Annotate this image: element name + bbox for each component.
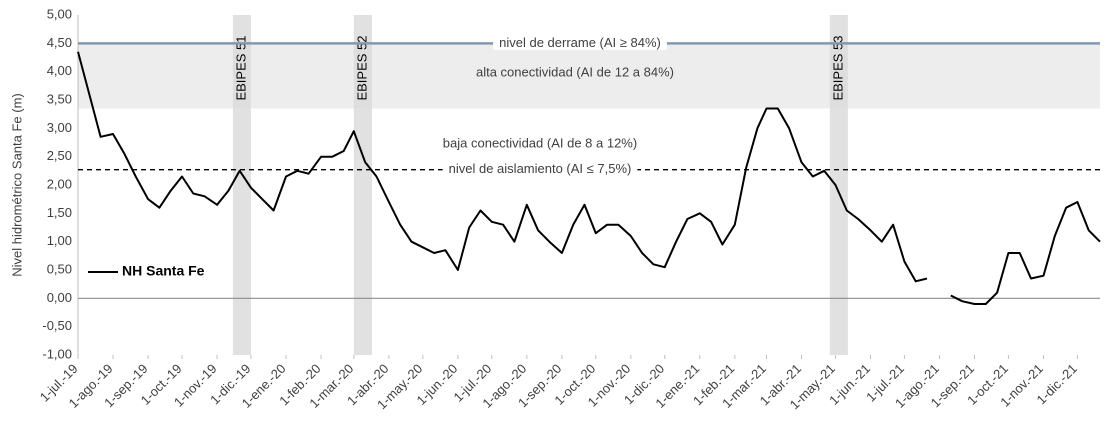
period-label: EBIPES 53 xyxy=(830,35,845,100)
y-axis-label: Nivel hidrométrico Santa Fe (m) xyxy=(9,93,24,277)
y-tick-label: 4,50 xyxy=(47,35,72,50)
y-tick-label: 2,00 xyxy=(47,176,72,191)
y-tick-label: 2,50 xyxy=(47,148,72,163)
label-background xyxy=(442,161,638,177)
y-tick-label: 5,00 xyxy=(47,6,72,21)
y-tick-label: -1,00 xyxy=(42,346,72,361)
y-tick-label: 1,50 xyxy=(47,205,72,220)
reference-label: nivel de derrame (AI ≥ 84%) xyxy=(499,35,661,50)
period-label: EBIPES 51 xyxy=(233,35,248,100)
period-band xyxy=(829,15,848,355)
band-label: alta conectividad (AI de 12 a 84%) xyxy=(476,64,674,79)
annotation: baja conectividad (AI de 8 a 12%) xyxy=(443,136,637,151)
y-tick-label: 0,00 xyxy=(47,290,72,305)
reference-label: nivel de aislamiento (AI ≤ 7,5%) xyxy=(449,161,632,176)
y-tick-label: 3,50 xyxy=(47,91,72,106)
label-background xyxy=(493,34,667,50)
period-band xyxy=(232,15,251,355)
y-tick-label: 0,50 xyxy=(47,261,72,276)
y-tick-label: 3,00 xyxy=(47,120,72,135)
legend-label: NH Santa Fe xyxy=(122,263,205,279)
period-label: EBIPES 52 xyxy=(354,35,369,100)
series-line xyxy=(77,51,1101,305)
period-band xyxy=(353,15,372,355)
y-tick-label: -0,50 xyxy=(42,318,72,333)
y-tick-label: 1,00 xyxy=(47,233,72,248)
y-tick-label: 4,00 xyxy=(47,63,72,78)
